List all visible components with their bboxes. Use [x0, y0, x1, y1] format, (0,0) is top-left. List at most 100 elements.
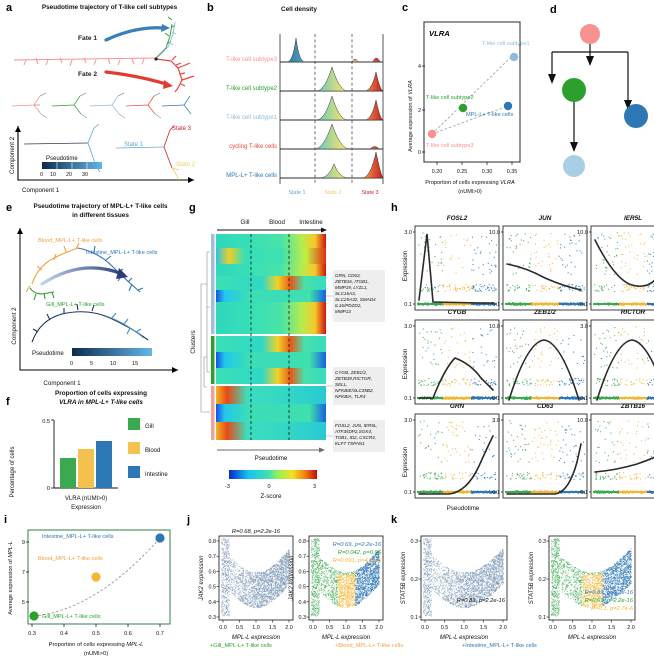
xtick: 1.5	[480, 625, 488, 631]
ytick-low: 0.1	[492, 302, 500, 308]
panel-g-scale-tick-2: 3	[313, 484, 316, 490]
panel-b-row-label-2: T-like cell subtype1	[226, 115, 278, 121]
panel-j: j 0.0 0.5 1.0 1.5 2.0 0.8 0.7 0.6 0.5 0.4 0.3 MPL-L…	[185, 512, 385, 656]
ytick: 0.7	[209, 554, 217, 560]
panel-j-label: j	[187, 514, 191, 526]
svg-text:20: 20	[66, 172, 72, 178]
panel-f-legend-swatch-blood	[128, 442, 140, 454]
legend-dot-blood: +	[335, 643, 339, 649]
panel-c-xtick-0: 0.20	[432, 169, 443, 175]
panel-g-ylabel: Clusters	[190, 330, 197, 353]
xtick: 0.5	[569, 625, 577, 631]
ytick-high: 10.0	[577, 418, 588, 424]
yaxis-label: JAK2 expression	[199, 555, 205, 602]
stat-text: R=0.69, p=2.2e-16	[333, 542, 382, 548]
ytick-low: 0.1	[580, 490, 588, 496]
state3-label: State 3	[172, 126, 192, 132]
panel-g-cluster-bar-1	[211, 234, 215, 334]
panel-c-point-subtype3	[427, 129, 437, 139]
state1-label: State 1	[124, 142, 144, 148]
panel-f: f Proportion of cells expressing VLRA in…	[0, 388, 185, 513]
panel-b-ridgeplot: T-like cell subtype3 T-like cell subtype…	[226, 34, 384, 196]
stat-text: R=0.1, p=2.7e-6	[591, 606, 634, 612]
xtick: 1.5	[359, 625, 367, 631]
fit-curve	[418, 435, 494, 495]
ytick: 0.3	[209, 615, 217, 621]
panel-g-tissue-gill: Gill	[241, 219, 250, 226]
panel-g-heatmap: Gill Blood Intestine Clusters	[190, 219, 385, 500]
ytick-high: 10.0	[489, 230, 500, 236]
panel-h-plot-FOSL2: FOSL2 3.0 0.1	[404, 215, 500, 311]
stat-text: R=0.61, p=2.2e-16	[585, 598, 634, 604]
xtick: 0.5	[326, 625, 334, 631]
panel-b: b Cell density T-like cell subtype3 T-li…	[205, 0, 400, 200]
panel-g-cluster-bar-2	[211, 336, 215, 384]
panel-i-point-intestine	[155, 533, 165, 543]
panel-f-xlabel2: Expression	[71, 505, 101, 511]
panel-i-ylabel: Average expression of MPL-L	[8, 541, 14, 615]
panel-b-row-label-3: cycling T-like cells	[229, 144, 277, 150]
panel-i-label: i	[4, 514, 8, 526]
ytick: 0.7	[299, 554, 307, 560]
xtick: 1.0	[252, 625, 260, 631]
fit-curve	[508, 339, 580, 401]
panel-a: a Pseudotime trajectory of T-like cell s…	[0, 0, 205, 200]
panel-h-plot-ZEB1/2: ZEB1/2 10.0 0.1	[489, 309, 588, 405]
pseudotime-legend-title-a: Pseudotime	[46, 156, 78, 162]
panel-d-lineage-diagram	[548, 24, 648, 177]
panel-i-xlabel2: (nUMI>0)	[84, 651, 108, 656]
panel-f-bar-intestine	[96, 441, 112, 488]
panel-f-title-line1: Proportion of cells expressing	[55, 390, 147, 397]
xtick: 2.0	[499, 625, 507, 631]
panel-g-cluster-bar-3	[211, 386, 215, 440]
panel-g-tissue-blood: Blood	[269, 219, 285, 226]
panel-a-trajectory-top: Fate 1 Fate 2	[13, 16, 195, 93]
xtick: 1.5	[269, 625, 277, 631]
fate2-label: Fate 2	[78, 71, 97, 78]
xtick: 2.0	[627, 625, 635, 631]
panel-f-ytick-0: 0.5	[42, 419, 50, 425]
panel-c: c VLRA T-like cell subtype1 T-like cell …	[400, 0, 530, 200]
ytick: 0.1	[539, 615, 547, 621]
panel-e-label-intestine: Intestine_MPL-L+ T-like cells	[86, 250, 158, 256]
panel-c-scatter: VLRA T-like cell subtype1 T-like cell su…	[408, 21, 530, 195]
panel-c-point-subtype2	[458, 103, 468, 113]
panel-h-label: h	[391, 202, 398, 214]
xtick: 0.0	[421, 625, 429, 631]
stat-text: R=0.042, p=0.06	[338, 550, 382, 556]
panel-a-title: Pseudotime trajectory of T-like cell sub…	[41, 4, 178, 11]
panel-e-title-line2: in different tissues	[72, 212, 129, 219]
legend-dot-intestine: +	[462, 643, 466, 649]
fit-curve	[596, 339, 654, 401]
panel-g-genebox-3-bg	[333, 420, 385, 452]
panel-g-scale-label: Z-score	[261, 493, 283, 500]
panel-c-ylabel: Average expression of VLRA	[408, 80, 414, 152]
panel-c-ytick-0: 0	[418, 150, 421, 156]
panel-b-state-0: State 1	[288, 190, 305, 196]
gene-title: JUN	[539, 215, 552, 222]
panel-a-minitrajectories	[11, 92, 192, 119]
panel-h-plot-GRN: GRN 3.0 0.1	[404, 403, 500, 499]
panel-i-ytick-0: 9	[22, 540, 25, 546]
ytick-low: 0.1	[580, 396, 588, 402]
svg-text:5: 5	[90, 361, 93, 367]
bottom-legend: +Gill_MPL-L+ T-like cells +Blood_MPL-L+ …	[200, 643, 654, 655]
xtick: 0.5	[236, 625, 244, 631]
panel-b-state-2: State 3	[361, 190, 378, 196]
panel-a-yaxis-label: Component 2	[9, 136, 16, 174]
ytick-high: 3.0	[404, 418, 412, 424]
ytick: 0.4	[299, 600, 307, 606]
panel-f-barchart: 0.5 0 Gill Blood Intestine VLRA (nUMI>0)…	[10, 418, 168, 511]
ytick: 0.4	[209, 600, 217, 606]
yaxis-label: JAK2 expression	[289, 555, 295, 602]
pseudotime-legend-title-e: Pseudotime	[32, 351, 64, 357]
panel-c-ytick-2: 4	[418, 64, 421, 70]
panel-f-legend-swatch-gill	[128, 418, 140, 430]
panel-i-xlabel: Proportion of cells expressing MPL-L	[49, 642, 144, 648]
panel-h-plot-RICTOR: RICTOR 3.0 0.1	[580, 309, 654, 405]
panel-b-row-label-0: T-like cell subtype3	[226, 57, 278, 63]
stat-text: R=0.83, p=2.2e-16	[457, 598, 506, 604]
panel-e-label-blood: Blood_MPL-L+ T-like cells	[38, 238, 103, 244]
panel-f-bar-gill	[60, 458, 76, 488]
panel-k-right-scatter: 0.0 0.5 1.0 1.5 2.0 0.3 0.2 0.1 MPL-L expression…	[529, 535, 636, 641]
